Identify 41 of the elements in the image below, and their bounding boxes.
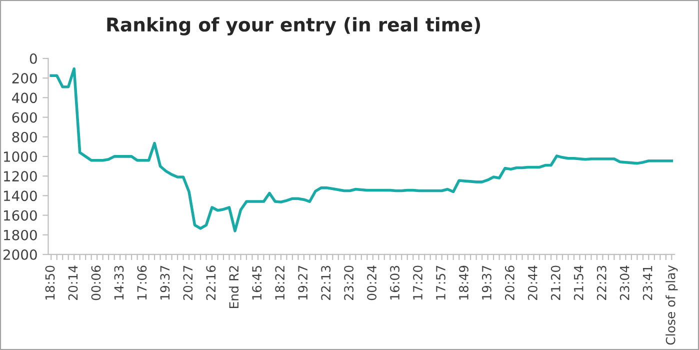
y-tick-label: 200 (12, 73, 37, 84)
y-tick-label: 1600 (4, 210, 37, 221)
x-tick-label: 22:13 (321, 266, 331, 300)
line-series (50, 67, 674, 232)
chart-title: Ranking of your entry (in real time) (107, 17, 480, 36)
y-tick-label: 1200 (4, 171, 37, 182)
x-tick-label: End R2 (228, 266, 239, 308)
x-tick-label: 00:24 (367, 266, 376, 300)
x-tick-label: 14:33 (114, 266, 124, 300)
y-tick-label: 1800 (4, 230, 37, 240)
x-tick-label: 20:44 (528, 266, 538, 300)
x-tick-label: 18:22 (275, 266, 285, 300)
x-tick-label: 21:54 (574, 266, 584, 300)
x-tick-label: Close of play (666, 265, 678, 345)
x-tick-label: 00:06 (91, 266, 101, 300)
x-tick-label: 17:57 (436, 266, 446, 300)
x-tick-label: 23:41 (642, 266, 652, 300)
y-tick-label: 800 (12, 132, 37, 142)
x-tick-label: 16:45 (252, 266, 262, 300)
x-tick-label: 18:49 (458, 266, 468, 300)
y-tick-label: 1400 (4, 190, 37, 202)
x-tick-label: 20:14 (68, 266, 78, 300)
x-tick-label: 16:03 (390, 266, 400, 300)
x-tick-label: 21:20 (550, 266, 560, 300)
x-tick-label: 17:06 (137, 266, 147, 300)
x-tick-label: 19:37 (482, 266, 492, 300)
x-tick-label: 23:20 (344, 266, 354, 300)
x-tick-label: 19:37 (160, 266, 170, 300)
x-tick-label: 20:26 (504, 266, 514, 300)
y-tick-label: 600 (12, 112, 37, 123)
x-tick-label: 22:23 (596, 266, 606, 300)
x-tick-label: 19:27 (298, 266, 308, 300)
x-tick-label: 17:20 (413, 266, 422, 300)
x-tick-label: 23:04 (620, 266, 630, 300)
x-tick-label: 20:27 (183, 266, 193, 300)
x-tick-label: 18:50 (45, 266, 55, 300)
y-tick-label: 2000 (3, 249, 37, 260)
y-tick-label: 1000 (4, 151, 37, 162)
x-tick-label: 22:16 (206, 266, 216, 300)
y-tick-label: 400 (12, 92, 37, 104)
y-tick-label: 0 (30, 53, 37, 64)
